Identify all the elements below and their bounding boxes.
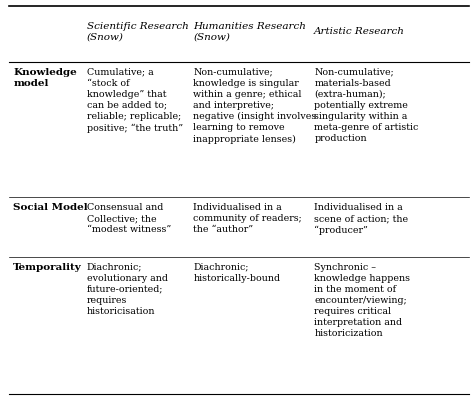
Text: Synchronic –
knowledge happens
in the moment of
encounter/viewing;
requires crit: Synchronic – knowledge happens in the mo… [314,263,410,338]
Text: Individualised in a
community of readers;
the “author”: Individualised in a community of readers… [193,203,302,234]
Text: Temporality: Temporality [13,263,82,272]
Text: Non-cumulative;
knowledge is singular
within a genre; ethical
and interpretive;
: Non-cumulative; knowledge is singular wi… [193,68,317,144]
Text: Consensual and
Collective; the
“modest witness”: Consensual and Collective; the “modest w… [87,203,171,234]
Text: Diachronic;
evolutionary and
future-oriented;
requires
historicisation: Diachronic; evolutionary and future-orie… [87,263,168,316]
Text: Knowledge
model: Knowledge model [13,68,77,88]
Text: Cumulative; a
“stock of
knowledge” that
can be added to;
reliable; replicable;
p: Cumulative; a “stock of knowledge” that … [87,68,183,133]
Text: Social Model: Social Model [13,203,88,212]
Text: Humanities Research
(Snow): Humanities Research (Snow) [193,22,306,42]
Text: Diachronic;
historically-bound: Diachronic; historically-bound [193,263,281,283]
Text: Non-cumulative;
materials-based
(extra-human);
potentially extreme
singularity w: Non-cumulative; materials-based (extra-h… [314,68,419,143]
Text: Individualised in a
scene of action; the
“producer”: Individualised in a scene of action; the… [314,203,409,234]
Text: Scientific Research
(Snow): Scientific Research (Snow) [87,22,189,42]
Text: Artistic Research: Artistic Research [314,27,405,36]
